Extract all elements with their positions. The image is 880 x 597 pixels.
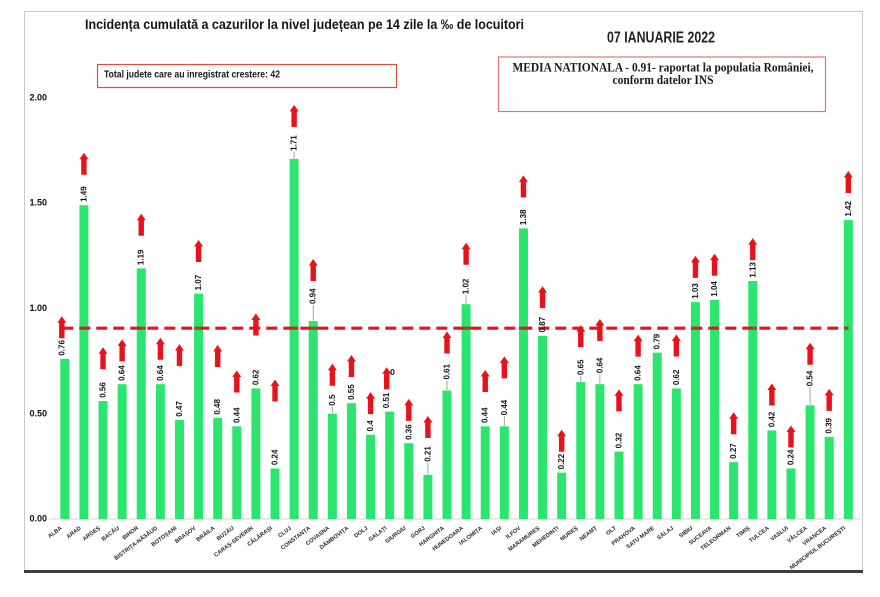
svg-text:0.94: 0.94 — [309, 288, 318, 304]
svg-text:0.64: 0.64 — [156, 365, 165, 381]
svg-text:0.87: 0.87 — [538, 316, 547, 332]
svg-text:0.32: 0.32 — [614, 432, 623, 448]
svg-text:1.19: 1.19 — [137, 249, 146, 265]
svg-text:0.56: 0.56 — [99, 382, 108, 398]
svg-text:0.44: 0.44 — [500, 399, 509, 415]
svg-text:0.55: 0.55 — [347, 384, 356, 400]
svg-text:0.62: 0.62 — [251, 369, 260, 385]
svg-text:1.03: 1.03 — [691, 283, 700, 299]
svg-text:0.76: 0.76 — [57, 340, 66, 356]
svg-text:Incidența cumulată a cazurilor: Incidența cumulată a cazurilor la nivel … — [85, 16, 524, 32]
svg-text:0.79: 0.79 — [653, 333, 662, 349]
svg-text:07 IANUARIE 2022: 07 IANUARIE 2022 — [607, 29, 715, 46]
svg-text:0.24: 0.24 — [786, 449, 795, 465]
svg-text:0.36: 0.36 — [404, 424, 413, 440]
svg-text:1.50: 1.50 — [29, 198, 47, 208]
svg-text:1.38: 1.38 — [519, 209, 528, 225]
svg-text:0.24: 0.24 — [271, 449, 280, 465]
svg-text:MEDIA NATIONALA - 0.91- rapor: MEDIA NATIONALA - 0.91- raportat la popu… — [513, 61, 814, 75]
svg-text:0.39: 0.39 — [825, 417, 834, 433]
svg-text:0.21: 0.21 — [423, 446, 432, 462]
svg-text:Total judete care au inregistr: Total judete care au inregistrat crester… — [104, 70, 280, 81]
svg-text:0.64: 0.64 — [634, 365, 643, 381]
svg-text:0.64: 0.64 — [595, 357, 604, 373]
svg-text:0.44: 0.44 — [481, 407, 490, 423]
svg-text:0.62: 0.62 — [672, 369, 681, 385]
svg-text:0.4: 0.4 — [366, 420, 375, 432]
svg-text:0.54: 0.54 — [806, 370, 815, 386]
svg-text:0.5: 0.5 — [328, 394, 337, 406]
svg-text:0.27: 0.27 — [729, 443, 738, 459]
svg-text:1.49: 1.49 — [79, 186, 88, 202]
svg-text:0.22: 0.22 — [557, 453, 566, 469]
svg-text:0.50: 0.50 — [29, 408, 47, 418]
svg-text:0.48: 0.48 — [213, 398, 222, 414]
svg-text:0.44: 0.44 — [232, 407, 241, 423]
svg-text:0.00: 0.00 — [29, 514, 47, 524]
svg-text:0.42: 0.42 — [767, 411, 776, 427]
svg-text:0.61: 0.61 — [443, 363, 452, 379]
svg-text:0.51: 0.51 — [382, 392, 391, 408]
svg-text:1.02: 1.02 — [462, 278, 471, 294]
svg-text:1.13: 1.13 — [748, 262, 757, 278]
svg-text:0.47: 0.47 — [175, 401, 184, 417]
svg-text:1.00: 1.00 — [29, 303, 47, 313]
svg-text:1.04: 1.04 — [710, 281, 719, 297]
svg-text:conform datelor INS: conform datelor INS — [613, 73, 714, 87]
svg-text:OLT: OLT — [605, 525, 618, 537]
svg-text:0: 0 — [390, 367, 395, 377]
svg-text:2.00: 2.00 — [29, 92, 47, 102]
svg-text:0.65: 0.65 — [576, 359, 585, 375]
svg-text:1.71: 1.71 — [290, 135, 299, 151]
svg-text:1.07: 1.07 — [194, 274, 203, 290]
svg-text:IAȘI: IAȘI — [491, 525, 504, 537]
svg-text:0.64: 0.64 — [118, 365, 127, 381]
svg-text:1.42: 1.42 — [844, 201, 853, 217]
